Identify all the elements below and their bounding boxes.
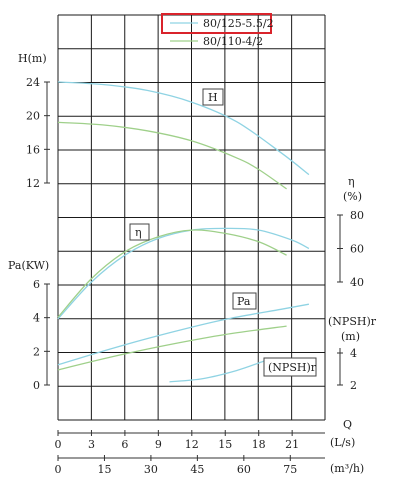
head-axis-label: H(m) <box>18 52 47 65</box>
x-tick-label: 15 <box>218 438 232 451</box>
x2-tick-label: 75 <box>283 463 297 476</box>
efficiency-tick-label: 60 <box>350 243 364 256</box>
x-tick-label: 9 <box>155 438 162 451</box>
svg-text:(NPSH)r: (NPSH)r <box>268 361 317 374</box>
efficiency-curve-80-110-4-2 <box>57 229 287 318</box>
legend-highlight-box <box>161 13 272 34</box>
plot-grid <box>57 14 326 421</box>
npsh-curve-80-125-5-5-2 <box>169 360 265 383</box>
npsh-tick-label: 2 <box>350 379 357 392</box>
efficiency-axis-unit: (%) <box>343 190 362 203</box>
x2-tick-label: 0 <box>55 463 62 476</box>
x-axis-primary: Q (L/s) 0 3 6 9 12 15 18 21 <box>55 418 356 451</box>
efficiency-tick-label: 80 <box>350 209 364 222</box>
head-tick-label: 12 <box>26 177 40 190</box>
npsh-axis-label: (NPSH)r <box>328 315 377 328</box>
x-tick-label: 18 <box>252 438 266 451</box>
power-axis-label: Pa(KW) <box>8 259 49 272</box>
efficiency-axis-label: η <box>348 175 355 188</box>
power-curve-80-110-4-2 <box>57 325 287 371</box>
x-axis-unit: (L/s) <box>330 436 355 449</box>
x-tick-label: 0 <box>55 438 62 451</box>
curve-label-npsh: (NPSH)r <box>263 357 317 377</box>
x2-tick-label: 60 <box>237 463 251 476</box>
head-tick-label: 16 <box>26 143 40 156</box>
svg-text:η: η <box>135 226 142 239</box>
efficiency-axis: η (%) 40 60 80 <box>337 175 364 289</box>
head-axis: H(m) 12 16 20 24 <box>18 52 50 190</box>
legend: 80/125-5.5/2 80/110-4/2 <box>161 13 274 48</box>
power-tick-label: 6 <box>33 278 40 291</box>
efficiency-tick-label: 40 <box>350 276 364 289</box>
x-tick-label: 21 <box>285 438 299 451</box>
legend-label-80-125: 80/125-5.5/2 <box>203 17 274 30</box>
head-tick-label: 24 <box>26 76 40 89</box>
power-tick-label: 0 <box>33 379 40 392</box>
power-tick-label: 4 <box>33 312 40 325</box>
power-axis: Pa(KW) 0 2 4 6 <box>8 259 50 392</box>
x-tick-label: 6 <box>121 438 128 451</box>
x2-tick-label: 15 <box>97 463 111 476</box>
svg-text:H: H <box>208 91 218 104</box>
power-tick-label: 2 <box>33 345 40 358</box>
head-curve-80-125-5-5-2 <box>57 81 310 176</box>
x-axis-label: Q <box>343 418 352 431</box>
x2-tick-label: 30 <box>144 463 158 476</box>
svg-text:Pa: Pa <box>237 295 251 308</box>
x-axis-secondary: (m³/h) 0 15 30 45 60 75 <box>55 455 364 476</box>
power-curve-80-125-5-5-2 <box>57 303 310 366</box>
x-tick-label: 12 <box>185 438 199 451</box>
npsh-axis-unit: (m) <box>341 330 360 343</box>
legend-label-80-110: 80/110-4/2 <box>203 35 263 48</box>
curves <box>57 81 310 383</box>
curve-label-eta: η <box>129 223 150 241</box>
curve-label-pa: Pa <box>232 292 257 310</box>
x-axis-secondary-unit: (m³/h) <box>330 462 364 475</box>
x-tick-label: 3 <box>88 438 95 451</box>
x2-tick-label: 45 <box>190 463 204 476</box>
curve-label-h: H <box>202 88 224 106</box>
npsh-tick-label: 4 <box>350 347 357 360</box>
head-tick-label: 20 <box>26 110 40 123</box>
head-curve-80-110-4-2 <box>57 121 287 190</box>
npsh-axis: (NPSH)r (m) 2 4 <box>328 315 377 392</box>
